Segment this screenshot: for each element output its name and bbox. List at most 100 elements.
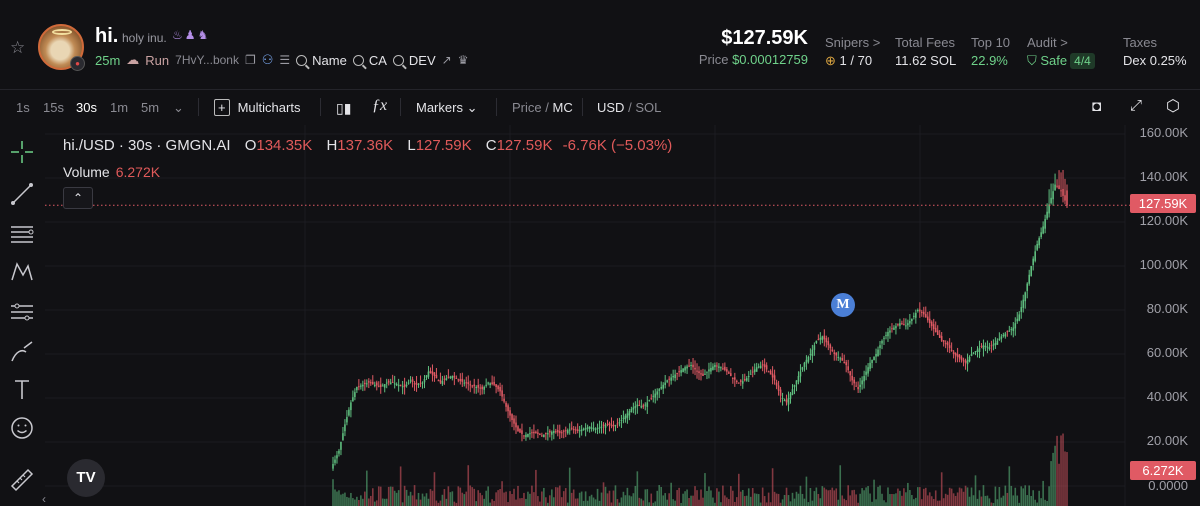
volume-bar: [805, 476, 808, 506]
chevron-down-icon[interactable]: ⌄: [173, 100, 184, 115]
interval-30s[interactable]: 30s: [76, 100, 97, 115]
candle-body: [956, 354, 959, 357]
volume-bar: [366, 470, 368, 506]
candle-body: [829, 344, 832, 349]
interval-15s[interactable]: 15s: [43, 100, 64, 115]
copy-icon[interactable]: ❐: [244, 53, 256, 67]
volume-bar: [793, 498, 796, 506]
volume-bar: [646, 489, 649, 506]
audit-stat[interactable]: Audit > ⛉ Safe 4/4: [1027, 35, 1095, 69]
candle-type-icon[interactable]: ▯▮: [336, 100, 352, 116]
candle-body: [714, 365, 716, 368]
volume-bar: [543, 487, 545, 506]
token-avatar[interactable]: ●: [38, 24, 85, 71]
volume-bar: [1006, 492, 1009, 506]
volume-bar: [702, 497, 704, 506]
volume-bar: [1064, 451, 1066, 506]
forecast-icon[interactable]: [8, 298, 36, 326]
candle-body: [558, 430, 561, 434]
volume-bar: [594, 499, 597, 506]
interval-5m[interactable]: 5m: [141, 100, 160, 115]
candle-body: [373, 384, 376, 387]
volume-bar: [863, 490, 865, 506]
candle-body: [849, 371, 851, 376]
markers-dropdown[interactable]: Markers ⌄: [416, 100, 478, 115]
volume-bar: [348, 497, 350, 506]
price-mc-toggle[interactable]: Price / MC: [512, 100, 573, 115]
search-ca-link[interactable]: CA: [352, 53, 387, 68]
volume-bar: [865, 487, 867, 506]
camera-icon[interactable]: ◘: [1092, 98, 1102, 115]
volume-bar: [889, 494, 891, 506]
token-address[interactable]: 7HvY...bonk: [175, 53, 239, 67]
snipers-stat[interactable]: Snipers > ⊕ 1 / 70: [825, 35, 881, 68]
candle-body: [465, 382, 468, 384]
indicators-fx-icon[interactable]: ƒx: [372, 97, 388, 114]
search-dev-link[interactable]: DEV: [392, 53, 436, 68]
candle-body: [968, 356, 971, 362]
bundle-icon[interactable]: ⚇: [261, 52, 274, 67]
interval-1m[interactable]: 1m: [110, 100, 129, 115]
trendline-icon[interactable]: [8, 180, 36, 208]
candle-body: [946, 342, 949, 346]
candle-body: [1006, 331, 1009, 333]
settings-icon[interactable]: ⬡: [1166, 98, 1180, 115]
multicharts-button[interactable]: + Multicharts: [214, 99, 300, 116]
candle-body: [958, 355, 961, 359]
volume-bar: [385, 498, 388, 506]
fullscreen-icon[interactable]: ⤢: [1130, 97, 1143, 114]
ohlc-legend: hi./USD · 30s · GMGN.AI O134.35K H137.36…: [63, 137, 673, 154]
crosshair-icon[interactable]: [8, 138, 36, 166]
ruler-icon[interactable]: [8, 466, 36, 494]
favorite-star-icon[interactable]: ☆: [10, 38, 26, 57]
search-name-link[interactable]: Name: [296, 53, 347, 68]
candle-body: [395, 384, 398, 386]
candle-body: [859, 384, 861, 387]
volume-bar: [517, 485, 519, 506]
candle-body: [521, 430, 523, 434]
emoji-icon[interactable]: [8, 414, 36, 442]
volume-bar: [1004, 485, 1007, 506]
volume-bar: [533, 492, 535, 506]
divider: [320, 98, 321, 116]
volume-bar: [795, 491, 798, 506]
tradingview-logo[interactable]: TV: [67, 459, 105, 497]
fib-lines-icon[interactable]: [8, 220, 36, 248]
volume-bar: [439, 500, 442, 506]
candle-body: [684, 367, 686, 371]
crown-icon[interactable]: ♛: [457, 53, 469, 67]
candle-body: [928, 318, 931, 324]
marker-m[interactable]: M: [831, 293, 855, 317]
candle-body: [574, 429, 577, 431]
volume-bar: [680, 502, 682, 506]
volume-bar: [899, 490, 901, 506]
price-chart[interactable]: hi./USD · 30s · GMGN.AI O134.35K H137.36…: [45, 125, 1200, 506]
volume-bar: [447, 486, 450, 506]
text-tool-icon[interactable]: [8, 376, 36, 404]
collapse-legend-button[interactable]: ⌃: [63, 187, 93, 209]
volume-bar: [443, 489, 446, 506]
volume-bar: [708, 486, 710, 506]
candle-body: [485, 384, 487, 386]
candle-body: [1042, 226, 1044, 234]
pattern-icon[interactable]: [8, 258, 36, 286]
volume-bar: [379, 486, 382, 506]
candle-body: [566, 430, 569, 434]
collapse-toolbar-icon[interactable]: ‹: [42, 492, 46, 506]
volume-value: 6.272K: [115, 164, 161, 180]
interval-1s[interactable]: 1s: [16, 100, 30, 115]
brush-icon[interactable]: [8, 338, 36, 366]
external-link-icon[interactable]: ↗: [441, 53, 452, 67]
chart-canvas[interactable]: [45, 125, 1200, 506]
candle-body: [990, 345, 993, 347]
volume-bar: [988, 498, 991, 506]
usd-sol-toggle[interactable]: USD / SOL: [597, 100, 662, 115]
search-icon: [352, 54, 364, 66]
volume-bar: [421, 493, 424, 506]
volume-bar: [463, 494, 466, 506]
candle-body: [853, 379, 855, 384]
candle-body: [986, 346, 989, 348]
candle-body: [664, 382, 666, 385]
volume-bar: [598, 500, 601, 506]
menu-circle-icon[interactable]: ☰: [279, 53, 291, 67]
